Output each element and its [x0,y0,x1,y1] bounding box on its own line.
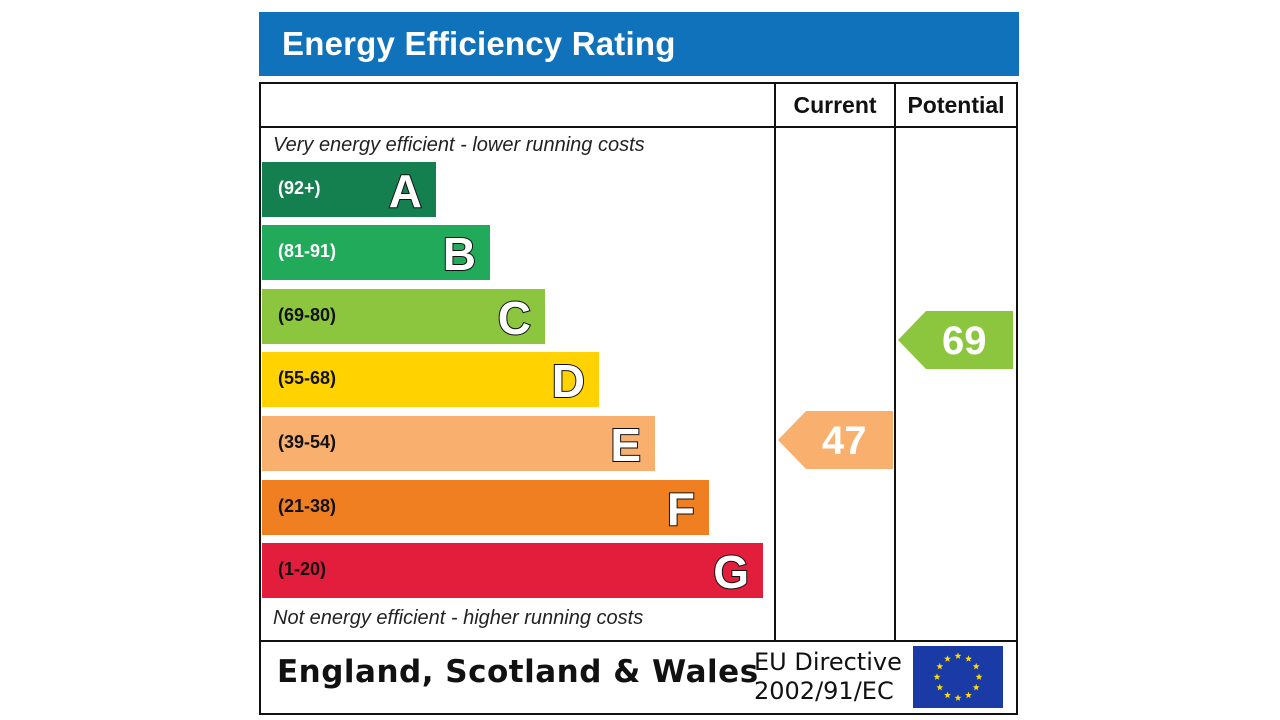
region-label: England, Scotland & Wales [277,654,759,690]
eu-star-icon [975,673,983,680]
band-letter-label: C [497,291,532,345]
eu-star-icon [936,683,944,691]
chart-title: Energy Efficiency Rating [282,25,676,62]
directive-number: 2002/91/EC [754,677,894,705]
eu-star-icon [972,683,980,691]
band-range-label: (21-38) [278,496,337,516]
band-range-label: (55-68) [278,368,337,388]
potential-rating-arrow [898,311,1013,369]
eu-star-icon [965,655,972,662]
band-range-label: (39-54) [278,432,337,452]
band-d: (55-68) D [262,352,599,408]
eu-star-icon [954,694,962,701]
band-range-label: (92+) [278,178,321,198]
potential-rating-value: 69 [942,319,987,363]
potential-column-divider [894,82,896,642]
current-column-divider [774,82,776,642]
eu-star-icon [936,662,944,670]
band-letter-label: G [712,545,750,599]
current-column-header: Current [793,92,877,118]
band-range-label: (81-91) [278,241,337,261]
potential-column-header: Potential [907,92,1005,118]
eu-star-icon [972,662,980,670]
eu-star-icon [944,655,951,662]
band-letter-label: A [388,164,423,218]
directive-name: EU Directive [754,648,902,676]
efficient-note: Very energy efficient - lower running co… [273,134,645,156]
band-a: (92+) A [262,162,436,218]
current-rating-arrow [778,411,893,469]
band-e: (39-54) E [262,416,655,472]
header-divider [259,126,1018,128]
band-b: (81-91) B [262,225,490,281]
band-range-label: (1-20) [278,559,327,579]
footer-divider [259,640,1018,642]
band-letter-label: D [551,354,586,408]
chart-header: Energy Efficiency Rating [259,12,1019,76]
eu-flag-icon [913,646,1003,708]
band-f: (21-38) F [262,480,709,536]
band-letter-label: E [609,418,642,472]
band-c: (69-80) C [262,289,545,345]
inefficient-note: Not energy efficient - higher running co… [273,607,644,629]
current-rating-value: 47 [822,419,867,463]
band-range-label: (69-80) [278,305,337,325]
band-letter-label: F [666,482,696,536]
band-letter-label: B [442,227,477,281]
eu-star-icon [965,691,972,699]
eu-star-icon [933,673,941,680]
eu-star-icon [954,652,962,659]
band-g: (1-20) G [262,543,763,599]
eu-star-icon [944,691,951,699]
